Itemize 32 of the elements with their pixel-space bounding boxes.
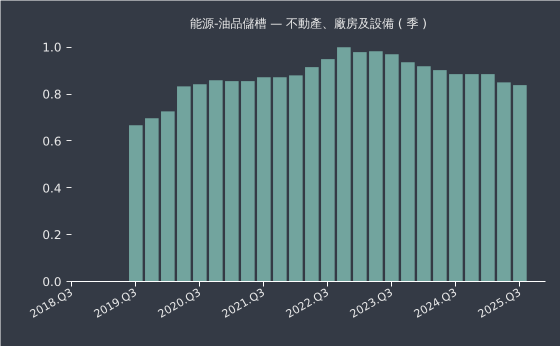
- bar: [289, 75, 303, 282]
- bar: [385, 54, 399, 282]
- bar: [321, 59, 335, 282]
- y-tick-label: 0.4: [42, 181, 62, 196]
- bar: [401, 62, 415, 282]
- bar: [497, 82, 511, 282]
- bar: [241, 81, 255, 282]
- bar: [305, 67, 319, 282]
- bar: [369, 51, 383, 282]
- y-tick-label: 0.0: [42, 275, 62, 289]
- bar: [161, 111, 175, 282]
- y-tick-label: 0.8: [42, 88, 62, 102]
- bar: [481, 74, 495, 282]
- bar: [513, 85, 527, 282]
- y-tick-label: 0.2: [42, 228, 62, 242]
- bar: [209, 80, 223, 282]
- bar: [273, 77, 287, 282]
- bar: [177, 86, 191, 282]
- chart-title: 能源-油品儲槽 — 不動產、廠房及設備 ( 季 ): [190, 16, 427, 30]
- bar: [257, 77, 271, 282]
- y-tick-label: 0.6: [42, 134, 62, 148]
- bar: [353, 52, 367, 282]
- bar: [129, 125, 143, 282]
- bar: [337, 47, 351, 282]
- bar: [193, 84, 207, 282]
- bar: [449, 74, 463, 282]
- bar: [433, 70, 447, 282]
- y-tick-label: 1.0: [42, 40, 62, 55]
- bar: [465, 74, 479, 282]
- bar: [145, 118, 159, 282]
- bar: [417, 66, 431, 282]
- bar: [225, 81, 239, 282]
